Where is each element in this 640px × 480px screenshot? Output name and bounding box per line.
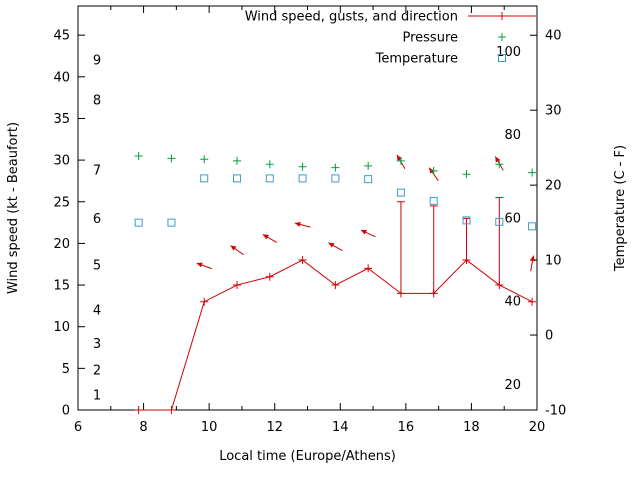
- svg-text:80: 80: [504, 128, 521, 143]
- plot-border: [77, 5, 538, 411]
- svg-text:20: 20: [53, 237, 70, 252]
- svg-text:5: 5: [62, 362, 70, 377]
- svg-text:20: 20: [504, 378, 521, 393]
- wind-series: [134, 197, 537, 414]
- svg-text:Wind speed (kt - Beaufort): Wind speed (kt - Beaufort): [6, 122, 21, 294]
- svg-text:7: 7: [93, 164, 101, 179]
- svg-text:1: 1: [93, 389, 101, 404]
- svg-text:25: 25: [53, 195, 70, 210]
- svg-text:Local time (Europe/Athens): Local time (Europe/Athens): [219, 449, 396, 464]
- svg-text:40: 40: [545, 29, 562, 44]
- svg-text:0: 0: [62, 404, 70, 419]
- svg-text:10: 10: [201, 420, 218, 435]
- svg-text:0: 0: [545, 329, 553, 344]
- svg-text:5: 5: [93, 259, 101, 274]
- wind-direction-arrows: [196, 154, 536, 272]
- svg-text:8: 8: [93, 94, 101, 109]
- y-axis-right: -10 0 10 20 30 40 20 40 60 80 100 Temperature (C - …: [496, 29, 628, 419]
- svg-text:-10: -10: [545, 404, 566, 419]
- svg-text:100: 100: [496, 45, 521, 60]
- svg-text:14: 14: [332, 420, 349, 435]
- svg-text:16: 16: [398, 420, 415, 435]
- svg-text:20: 20: [529, 420, 546, 435]
- svg-text:Temperature: Temperature: [375, 52, 458, 67]
- svg-text:Temperature (C - F): Temperature (C - F): [613, 145, 628, 272]
- svg-text:20: 20: [545, 179, 562, 194]
- svg-text:30: 30: [53, 154, 70, 169]
- svg-text:40: 40: [53, 70, 70, 85]
- svg-text:4: 4: [93, 304, 101, 319]
- svg-text:6: 6: [93, 212, 101, 227]
- temperature-series: [134, 174, 537, 231]
- svg-text:10: 10: [545, 254, 562, 269]
- svg-text:Wind speed, gusts, and directi: Wind speed, gusts, and direction: [245, 10, 458, 25]
- svg-text:6: 6: [74, 420, 82, 435]
- svg-text:60: 60: [504, 211, 521, 226]
- svg-text:10: 10: [53, 320, 70, 335]
- svg-text:8: 8: [139, 420, 147, 435]
- svg-text:3: 3: [93, 337, 101, 352]
- svg-text:45: 45: [53, 29, 70, 44]
- svg-text:12: 12: [266, 420, 283, 435]
- svg-text:9: 9: [93, 54, 101, 69]
- svg-text:18: 18: [463, 420, 480, 435]
- svg-text:30: 30: [545, 104, 562, 119]
- legend: Wind speed, gusts, and direction Pressure…: [245, 10, 536, 67]
- pressure-series: [134, 151, 537, 179]
- svg-text:40: 40: [504, 295, 521, 310]
- svg-text:Pressure: Pressure: [402, 31, 458, 46]
- svg-text:15: 15: [53, 279, 70, 294]
- svg-text:2: 2: [93, 364, 101, 379]
- svg-text:35: 35: [53, 112, 70, 127]
